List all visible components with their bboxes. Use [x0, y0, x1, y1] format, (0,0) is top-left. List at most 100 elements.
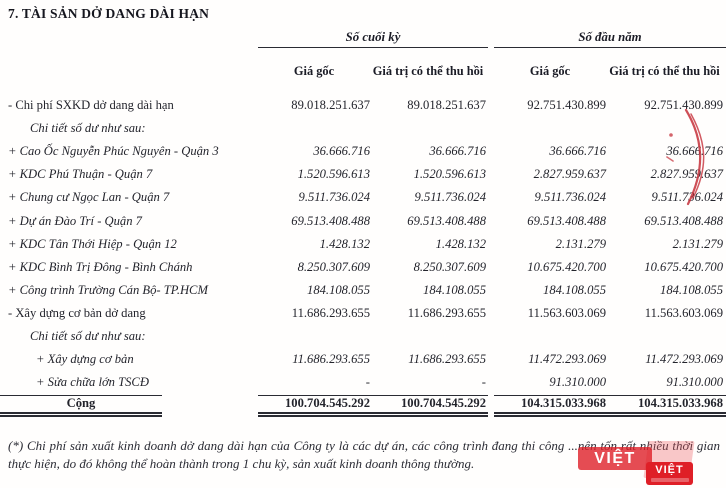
row-label: + Sửa chữa lớn TSCĐ [36, 375, 149, 390]
row-label: Chi tiết số dư như sau: [30, 328, 146, 343]
group-begin-year-cells: 36.666.716 36.666.716 [494, 144, 726, 159]
subheader-cost: Giá gốc [293, 63, 335, 78]
column-group-end-of-period: Số cuối kỳ [258, 30, 488, 48]
table-row: - Chi phí SXKD dở dang dài hạn 89.018.251… [0, 94, 726, 117]
table-row: + Dự án Đào Trí - Quận 7 69.513.408.488 69… [0, 209, 726, 232]
total-label: Cộng [0, 395, 162, 417]
cell-value: 11.686.293.655 [292, 352, 370, 367]
table-row: - Xây dựng cơ bản dở dang 11.686.293.655 1… [0, 302, 726, 325]
table-total-row: Cộng 100.704.545.292 100.704.545.292 104.31… [0, 395, 726, 417]
group-begin-year-cells: 2.827.959.637 2.827.959.637 [494, 167, 726, 182]
table-row: + KDC Tân Thới Hiệp - Quận 12 1.428.132 1.… [0, 233, 726, 256]
table-row: + Công trình Trường Cán Bộ- TP.HCM 184.10… [0, 279, 726, 302]
subheader-row: Giá gốc Giá trị có thể thu hồi Giá gốc G… [0, 48, 726, 94]
row-label: + KDC Bình Trị Đông - Bình Chánh [8, 259, 193, 274]
group-end-period-cells: 8.250.307.609 8.250.307.609 [258, 260, 488, 275]
row-label: Chi tiết số dư như sau: [30, 121, 146, 136]
viet-watermark-small-text: VIỆT [655, 464, 684, 476]
cell-value: 1.520.596.613 [297, 167, 370, 182]
subheader-recoverable-value: Giá trị có thể thu hồi [609, 63, 720, 78]
cell-value: - [481, 375, 486, 390]
table-row: + Xây dựng cơ bản 11.686.293.655 11.686.29… [0, 348, 726, 371]
group-begin-year-cells: 2.131.279 2.131.279 [494, 237, 726, 252]
group-begin-year-cells: 184.108.055 184.108.055 [494, 283, 726, 298]
cell-value: 36.666.716 [666, 144, 723, 159]
cell-value: 184.108.055 [423, 282, 486, 297]
cell-value: 91.310.000 [666, 375, 723, 390]
row-label: + KDC Phú Thuận - Quận 7 [8, 167, 153, 182]
table-row: + KDC Bình Trị Đông - Bình Chánh 8.250.30… [0, 256, 726, 279]
row-label: - Chi phí SXKD dở dang dài hạn [8, 98, 174, 113]
total-value: 104.315.033.968 [520, 396, 606, 411]
footnote: (*) Chi phí sản xuất kinh doanh dở dang … [8, 438, 720, 471]
group-begin-year-cells: 11.472.293.069 11.472.293.069 [494, 352, 726, 367]
cell-value: 2.131.279 [555, 236, 606, 251]
cell-value: 69.513.408.488 [407, 213, 486, 228]
section-title: 7. TÀI SẢN DỞ DANG DÀI HẠN [8, 6, 210, 21]
group-end-period-cells: 184.108.055 184.108.055 [258, 283, 488, 298]
table-row: + Sửa chữa lớn TSCĐ - -91.310.000 91.310.00… [0, 371, 726, 394]
row-label: + Chung cư Ngọc Lan - Quận 7 [8, 190, 170, 205]
group-end-period-cells: -- [258, 375, 488, 390]
subheader-cost: Giá gốc [529, 63, 571, 78]
table-row: Chi tiết số dư như sau: [0, 325, 726, 348]
cell-value: 36.666.716 [313, 144, 370, 159]
cell-value: 69.513.408.488 [644, 213, 723, 228]
group-begin-year-cells: 10.675.420.700 10.675.420.700 [494, 260, 726, 275]
group-begin-year-cells: 9.511.736.024 9.511.736.024 [494, 190, 726, 205]
group-end-period-cells: 11.686.293.655 11.686.293.655 [258, 306, 488, 321]
cell-value: 184.108.055 [660, 282, 723, 297]
cell-value: 10.675.420.700 [527, 259, 606, 274]
cell-value: 8.250.307.609 [297, 259, 370, 274]
table-row: Chi tiết số dư như sau: [0, 117, 726, 140]
cell-value: 10.675.420.700 [644, 259, 723, 274]
cell-value: 69.513.408.488 [527, 213, 606, 228]
cell-value: 11.686.293.655 [407, 305, 486, 320]
row-label: + Cao Ốc Nguyễn Phúc Nguyên - Quận 3 [8, 144, 219, 159]
wip-assets-table: Số cuối kỳ Số đầu năm Giá gốc Giá trị có… [0, 30, 726, 417]
cell-value: 11.472.293.069 [645, 352, 723, 367]
cell-value: 9.511.736.024 [414, 190, 486, 205]
group-end-period-cells: 89.018.251.637 89.018.251.637 [258, 98, 488, 113]
cell-value: 9.511.736.024 [651, 190, 723, 205]
table-body: - Chi phí SXKD dở dang dài hạn 89.018.251… [0, 94, 726, 417]
viet-watermark-large: VIỆT [578, 447, 652, 470]
group-begin-year-cells: 69.513.408.488 69.513.408.488 [494, 214, 726, 229]
group-begin-year-cells: 11.563.603.069 11.563.603.069 [494, 306, 726, 321]
row-label: + Dự án Đào Trí - Quận 7 [8, 213, 142, 228]
group-end-period-cells: 1.520.596.613 1.520.596.613 [258, 167, 488, 182]
cell-value: 11.563.603.069 [644, 305, 723, 320]
cell-value: 89.018.251.637 [407, 98, 486, 113]
cell-value: 9.511.736.024 [534, 190, 606, 205]
cell-value: 89.018.251.637 [291, 98, 370, 113]
group-end-period-cells: 1.428.132 1.428.132 [258, 237, 488, 252]
row-label: - Xây dựng cơ bản dở dang [8, 305, 146, 320]
viet-watermark-small: VIỆT [646, 462, 693, 485]
group-end-period-cells: 36.666.716 36.666.716 [258, 144, 488, 159]
cell-value: 1.428.132 [435, 236, 486, 251]
cell-value: 36.666.716 [429, 144, 486, 159]
total-value: 100.704.545.292 [284, 396, 370, 411]
cell-value: 91.310.000 [549, 375, 606, 390]
total-group-end-period: 100.704.545.292 100.704.545.292 [258, 395, 488, 417]
cell-value: 2.131.279 [672, 236, 723, 251]
cell-value: - [365, 375, 370, 390]
group-end-period-cells: 69.513.408.488 69.513.408.488 [258, 214, 488, 229]
column-group-header-row: Số cuối kỳ Số đầu năm [0, 30, 726, 48]
cell-value: 184.108.055 [307, 282, 370, 297]
total-group-begin-year: 104.315.033.968 104.315.033.968 [494, 395, 726, 417]
cell-value: 11.563.603.069 [527, 305, 606, 320]
cell-value: 11.686.293.655 [408, 352, 486, 367]
group-end-period-cells: 11.686.293.655 11.686.293.655 [258, 352, 488, 367]
cell-value: 11.686.293.655 [291, 305, 370, 320]
row-label: + KDC Tân Thới Hiệp - Quận 12 [8, 236, 177, 251]
group-begin-year-cells: 91.310.000 91.310.000 [494, 375, 726, 390]
cell-value: 11.472.293.069 [528, 352, 606, 367]
total-value: 104.315.033.968 [637, 396, 723, 411]
cell-value: 1.428.132 [319, 236, 370, 251]
group-end-period-cells: 9.511.736.024 9.511.736.024 [258, 190, 488, 205]
cell-value: 2.827.959.637 [533, 167, 606, 182]
cell-value: 2.827.959.637 [650, 167, 723, 182]
column-group-beginning-of-year: Số đầu năm [494, 30, 726, 48]
cell-value: 184.108.055 [543, 282, 606, 297]
